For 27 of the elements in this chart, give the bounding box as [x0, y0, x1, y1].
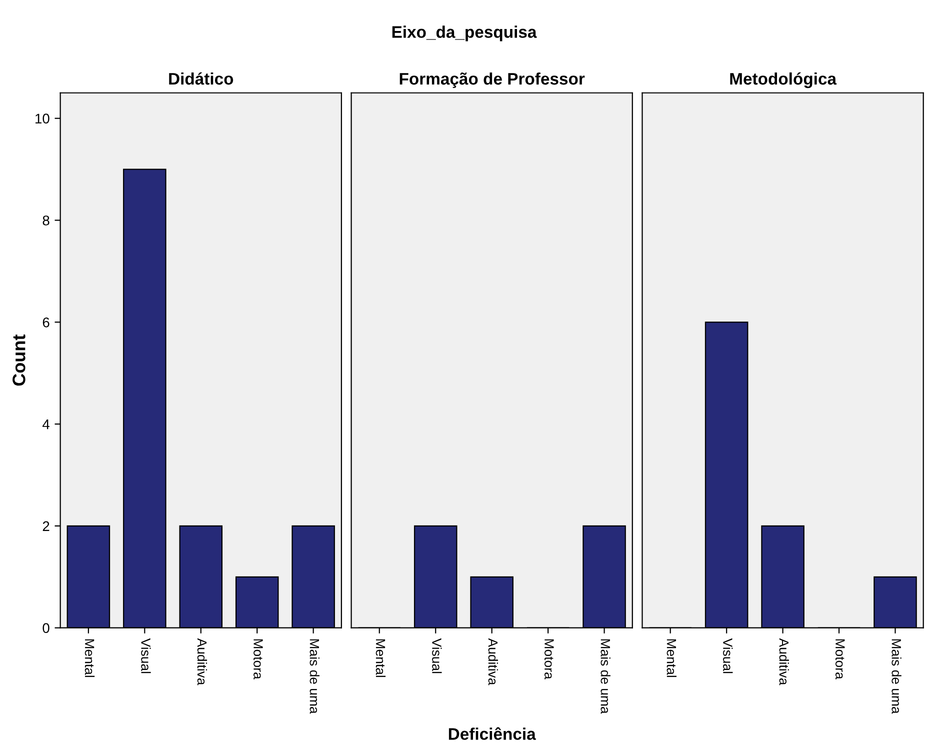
x-tick-label: Mental: [666, 639, 676, 677]
x-tick-label: Motora: [835, 639, 845, 680]
x-tick-label: Mais de uma: [600, 639, 610, 714]
y-axis-title: Count: [12, 334, 26, 386]
x-tick-label: Mais de uma: [892, 639, 902, 714]
x-tick-label: Visual: [141, 638, 151, 674]
x-tick-label: Mental: [376, 639, 386, 677]
chart-title: Didático: [169, 72, 234, 85]
x-tick-label: Mental: [84, 639, 95, 677]
y-tick-label: 8: [42, 216, 50, 226]
x-tick-label: Auditiva: [779, 638, 789, 686]
text: Eixo_da_pesquisa: [392, 26, 537, 42]
x-tick-label: Mais de uma: [310, 639, 320, 714]
y-tick-label: 2: [42, 521, 50, 531]
x-tick-label: Visual: [723, 638, 733, 674]
x-tick-label: Motora: [544, 639, 554, 680]
y-tick-label: 6: [42, 317, 50, 328]
y-tick-label: 10: [36, 114, 50, 124]
x-tick-label: Motora: [254, 639, 263, 680]
x-tick-label: Auditiva: [197, 638, 208, 686]
x-tick-label: Auditiva: [488, 638, 498, 686]
x-axis-title: Deficiência: [448, 727, 536, 740]
y-tick-label: 4: [42, 420, 50, 430]
chart-title: Formação de Professor: [400, 72, 585, 88]
x-tick-label: Visual: [432, 638, 442, 674]
y-tick-label: 0: [42, 623, 50, 634]
chart-title: Metodológica: [730, 72, 837, 88]
